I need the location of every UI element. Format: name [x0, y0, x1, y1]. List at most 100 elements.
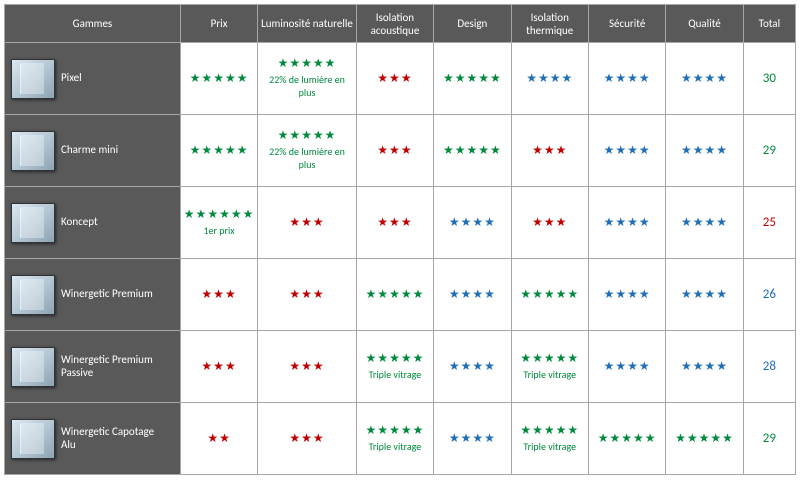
table-row: Koncept★★★★★★1er prix★★★★★★★★★★★★★★★★★★★… — [5, 187, 796, 259]
rating-cell: ★★★★ — [666, 43, 743, 115]
rating-cell: ★★★ — [511, 187, 588, 259]
rating-cell: ★★ — [180, 403, 257, 475]
rating-cell: ★★★★ — [666, 187, 743, 259]
star-rating: ★★★ — [260, 361, 353, 373]
gamme-label: Charme mini — [61, 144, 118, 156]
rating-cell: ★★★★ — [434, 331, 511, 403]
comparison-table: Gammes Prix Luminosité naturelle Isolati… — [4, 4, 796, 475]
star-rating: ★★★ — [260, 289, 353, 301]
star-rating: ★★★ — [260, 433, 353, 445]
rating-subtext: Triple vitrage — [359, 440, 431, 453]
star-rating: ★★★★★ — [514, 425, 586, 437]
rating-cell: ★★★★★22% de lumière en plus — [258, 115, 356, 187]
star-rating: ★★★★ — [591, 73, 663, 85]
rating-cell: ★★★ — [258, 187, 356, 259]
total-cell: 26 — [743, 259, 795, 331]
rating-cell: ★★★★★ — [588, 403, 665, 475]
total-cell: 29 — [743, 115, 795, 187]
rating-cell: ★★★★ — [434, 259, 511, 331]
gamme-label: Winergetic Premium — [61, 288, 153, 300]
rating-subtext: 22% de lumière en plus — [260, 145, 353, 171]
star-rating: ★★★★★ — [260, 58, 353, 70]
star-rating: ★★★★★ — [668, 433, 740, 445]
rating-cell: ★★★ — [511, 115, 588, 187]
rating-subtext: Triple vitrage — [514, 368, 586, 381]
gamme-label: Koncept — [61, 216, 98, 228]
rating-cell: ★★★★★Triple vitrage — [356, 403, 433, 475]
product-thumbnail — [11, 275, 55, 315]
star-rating: ★★★ — [183, 361, 255, 373]
rating-cell: ★★★ — [258, 403, 356, 475]
rating-cell: ★★★ — [180, 259, 257, 331]
rating-cell: ★★★★ — [666, 259, 743, 331]
header-thermique: Isolation thermique — [511, 5, 588, 43]
star-rating: ★★★★ — [591, 289, 663, 301]
gamme-cell: Charme mini — [5, 115, 181, 187]
rating-cell: ★★★★ — [588, 115, 665, 187]
total-cell: 30 — [743, 43, 795, 115]
product-thumbnail — [11, 347, 55, 387]
rating-cell: ★★★★ — [434, 187, 511, 259]
star-rating: ★★★★ — [436, 217, 508, 229]
rating-cell: ★★★★★ — [180, 115, 257, 187]
star-rating: ★★★ — [260, 217, 353, 229]
rating-cell: ★★★★★ — [356, 259, 433, 331]
rating-cell: ★★★ — [356, 115, 433, 187]
header-lumiere: Luminosité naturelle — [258, 5, 356, 43]
star-rating: ★★★★ — [591, 217, 663, 229]
rating-cell: ★★★★★ — [666, 403, 743, 475]
star-rating: ★★★★★ — [183, 145, 255, 157]
rating-cell: ★★★★★Triple vitrage — [511, 403, 588, 475]
table-row: Winergetic Capotage Alu★★★★★★★★★★Triple … — [5, 403, 796, 475]
rating-cell: ★★★★★ 22% de lumière en plus — [258, 43, 356, 115]
star-rating: ★★★★ — [436, 289, 508, 301]
rating-cell: ★★★★★ — [434, 115, 511, 187]
table-row: Pixel★★★★★★★★★★22% de lumière en plus★★★… — [5, 43, 796, 115]
star-rating: ★★★★★ — [514, 353, 586, 365]
star-rating: ★★★★★ — [359, 289, 431, 301]
rating-cell: ★★★★★Triple vitrage — [356, 331, 433, 403]
header-row: Gammes Prix Luminosité naturelle Isolati… — [5, 5, 796, 43]
star-rating: ★★★★★★ — [183, 209, 255, 221]
star-rating: ★★★★ — [436, 433, 508, 445]
rating-cell: ★★★★ — [588, 259, 665, 331]
rating-cell: ★★★★ — [666, 115, 743, 187]
star-rating: ★★ — [183, 433, 255, 445]
rating-subtext: 22% de lumière en plus — [260, 73, 353, 99]
rating-cell: ★★★★★ — [180, 43, 257, 115]
star-rating: ★★★ — [514, 145, 586, 157]
star-rating: ★★★★ — [668, 289, 740, 301]
star-rating: ★★★ — [359, 217, 431, 229]
rating-cell: ★★★★ — [588, 187, 665, 259]
star-rating: ★★★★ — [668, 145, 740, 157]
gamme-label: Winergetic Capotage Alu — [61, 426, 171, 450]
rating-cell: ★★★★★ Triple vitrage — [511, 331, 588, 403]
table-row: Winergetic Premium★★★★★★★★★★★★★★★★★★★★★★… — [5, 259, 796, 331]
rating-cell: ★★★★ — [511, 43, 588, 115]
total-cell: 25 — [743, 187, 795, 259]
rating-cell: ★★★ — [258, 331, 356, 403]
star-rating: ★★★★ — [514, 73, 586, 85]
rating-subtext: 1er prix — [183, 224, 255, 237]
rating-cell: ★★★ — [356, 43, 433, 115]
rating-cell: ★★★★ — [588, 331, 665, 403]
star-rating: ★★★ — [514, 217, 586, 229]
star-rating: ★★★★ — [668, 217, 740, 229]
gamme-cell: Winergetic Premium Passive — [5, 331, 181, 403]
star-rating: ★★★ — [359, 73, 431, 85]
rating-cell: ★★★★ — [588, 43, 665, 115]
star-rating: ★★★★★ — [359, 353, 431, 365]
star-rating: ★★★★★ — [436, 145, 508, 157]
header-total: Total — [743, 5, 795, 43]
star-rating: ★★★ — [183, 289, 255, 301]
gamme-label: Winergetic Premium Passive — [61, 354, 171, 378]
product-thumbnail — [11, 59, 55, 99]
header-design: Design — [434, 5, 511, 43]
star-rating: ★★★★★ — [514, 289, 586, 301]
star-rating: ★★★★★ — [591, 433, 663, 445]
star-rating: ★★★★★ — [436, 73, 508, 85]
header-qualite: Qualité — [666, 5, 743, 43]
total-cell: 29 — [743, 403, 795, 475]
gamme-cell: Koncept — [5, 187, 181, 259]
header-acoustique: Isolation acoustique — [356, 5, 433, 43]
